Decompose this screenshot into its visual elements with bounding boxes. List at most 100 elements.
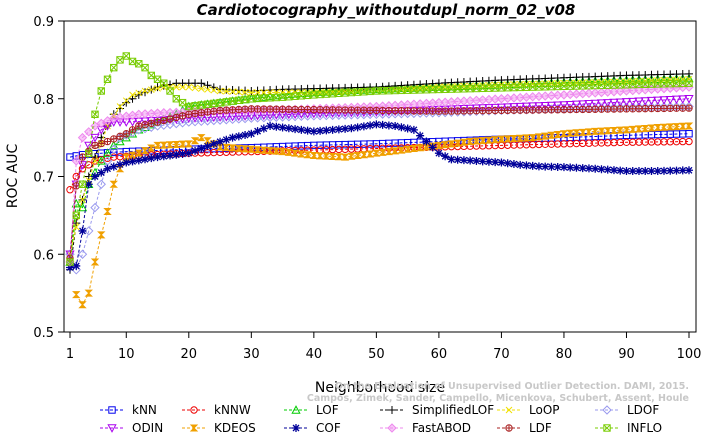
data-point-ldf-cross: [360, 107, 368, 114]
data-point-kdeos: [303, 151, 312, 159]
series-ldf: [66, 104, 693, 262]
data-point-kdeos: [359, 151, 369, 159]
data-point-cof: [659, 166, 668, 175]
x-tick-label: 20: [181, 347, 198, 362]
data-point-cof: [422, 137, 431, 146]
data-point-inflo-cross: [116, 56, 124, 64]
data-point-inflo-cross: [435, 85, 443, 93]
data-point-ldf-cross: [116, 133, 124, 140]
data-point-inflo-cross: [272, 93, 280, 102]
data-point-ldf-cross: [673, 105, 680, 112]
data-point-cof: [609, 166, 618, 175]
data-point-ldf-cross: [166, 115, 174, 123]
data-point-inflo-cross: [541, 83, 549, 91]
data-point-inflo-cross: [504, 84, 512, 92]
data-point-inflo-cross: [579, 82, 587, 90]
data-point-cof: [316, 126, 325, 135]
watermark: Campos, Zimek, Sander, Campello, Micenko…: [307, 381, 689, 404]
data-point-cof: [303, 126, 312, 135]
data-point-ldf-cross: [173, 114, 180, 121]
data-point-cof: [566, 163, 575, 172]
data-point-kdeos: [265, 147, 275, 155]
data-point-ldf-cross: [148, 120, 155, 127]
data-point-ldof: [109, 144, 119, 154]
data-point-inflo-cross: [216, 99, 224, 107]
data-point-cof: [578, 164, 587, 173]
data-point-kdeos: [172, 140, 181, 148]
data-point-cof: [441, 152, 450, 161]
data-point-inflo-cross: [191, 102, 199, 110]
data-point-ldf-cross: [485, 107, 493, 114]
data-point-inflo-cross: [416, 86, 424, 94]
data-point-odin: [553, 101, 563, 111]
data-point-ldf-cross: [623, 105, 630, 113]
data-point-fastabod: [159, 108, 169, 118]
data-point-inflo: [135, 60, 143, 68]
data-point-odin: [653, 96, 663, 106]
data-point-inflo-cross: [529, 83, 537, 91]
data-point-odin: [571, 100, 582, 110]
data-point-kdeos: [666, 123, 675, 131]
data-point-cof: [572, 163, 581, 172]
x-tick-label: 1: [66, 347, 74, 362]
data-point-inflo-cross: [241, 95, 249, 104]
data-point-kdeos: [509, 135, 519, 143]
data-point-inflo-cross: [616, 81, 624, 89]
data-point-cof: [203, 142, 212, 151]
data-point-ldf-cross: [629, 105, 636, 112]
data-point-cof: [541, 162, 550, 171]
data-point-ldf-cross: [579, 106, 586, 113]
data-point-kdeos: [390, 147, 400, 155]
data-point-ldf-cross: [498, 107, 505, 114]
data-point-ldf-cross: [404, 107, 411, 115]
x-tick-label: 40: [306, 347, 323, 362]
data-point-kdeos: [597, 127, 606, 135]
y-tick-label: 0.5: [33, 326, 54, 341]
data-point-inflo-cross: [635, 80, 643, 88]
data-point-inflo: [91, 110, 99, 118]
y-tick-label: 0.8: [33, 93, 54, 108]
data-point-loop: [135, 89, 143, 97]
data-point-cof: [478, 157, 487, 166]
data-point-odin: [684, 95, 694, 104]
data-point-inflo-cross: [204, 100, 212, 108]
data-point-kdeos: [503, 135, 512, 143]
data-point-ldf-cross: [679, 104, 686, 112]
data-point-loop: [247, 89, 255, 96]
data-point-kdeos: [578, 128, 587, 136]
data-point-kdeos: [322, 152, 331, 160]
data-point-odin: [615, 98, 625, 108]
data-point-ldf-cross: [104, 138, 111, 145]
data-point-kdeos: [253, 146, 262, 154]
data-point-kdeos: [440, 141, 450, 149]
data-point-cof: [134, 156, 143, 165]
data-point-ldf-cross: [185, 111, 192, 118]
data-point-inflo-cross: [647, 80, 656, 88]
data-point-inflo-cross: [329, 90, 337, 98]
data-point-ldf-cross: [223, 106, 230, 114]
series-line-simplifiedlof: [69, 73, 690, 270]
data-point-kdeos: [522, 134, 531, 142]
data-point-ldf-cross: [341, 106, 349, 114]
data-point-inflo-cross: [666, 80, 674, 88]
data-point-ldf-cross: [248, 105, 255, 113]
data-point-kdeos: [584, 128, 594, 136]
data-point-kdeos: [159, 141, 168, 149]
data-point-cof: [191, 146, 200, 155]
data-point-cof: [103, 164, 112, 173]
data-point-inflo-cross: [128, 57, 137, 65]
legend-marker-inflo-cross: [603, 424, 611, 432]
data-point-inflo-cross: [135, 60, 143, 68]
data-point-kdeos: [609, 126, 619, 134]
data-point-kdeos: [653, 124, 662, 132]
data-point-odin: [665, 95, 675, 105]
data-point-ldf-cross: [279, 106, 286, 113]
data-point-knnw: [85, 161, 93, 169]
data-point-inflo-cross: [610, 81, 618, 89]
data-point-inflo-cross: [341, 89, 349, 97]
data-point-ldf-cross: [554, 106, 561, 113]
data-point-inflo-cross: [141, 64, 149, 72]
data-point-kdeos: [228, 144, 237, 152]
data-point-ldof: [334, 110, 344, 120]
data-point-fastabod: [102, 116, 113, 126]
